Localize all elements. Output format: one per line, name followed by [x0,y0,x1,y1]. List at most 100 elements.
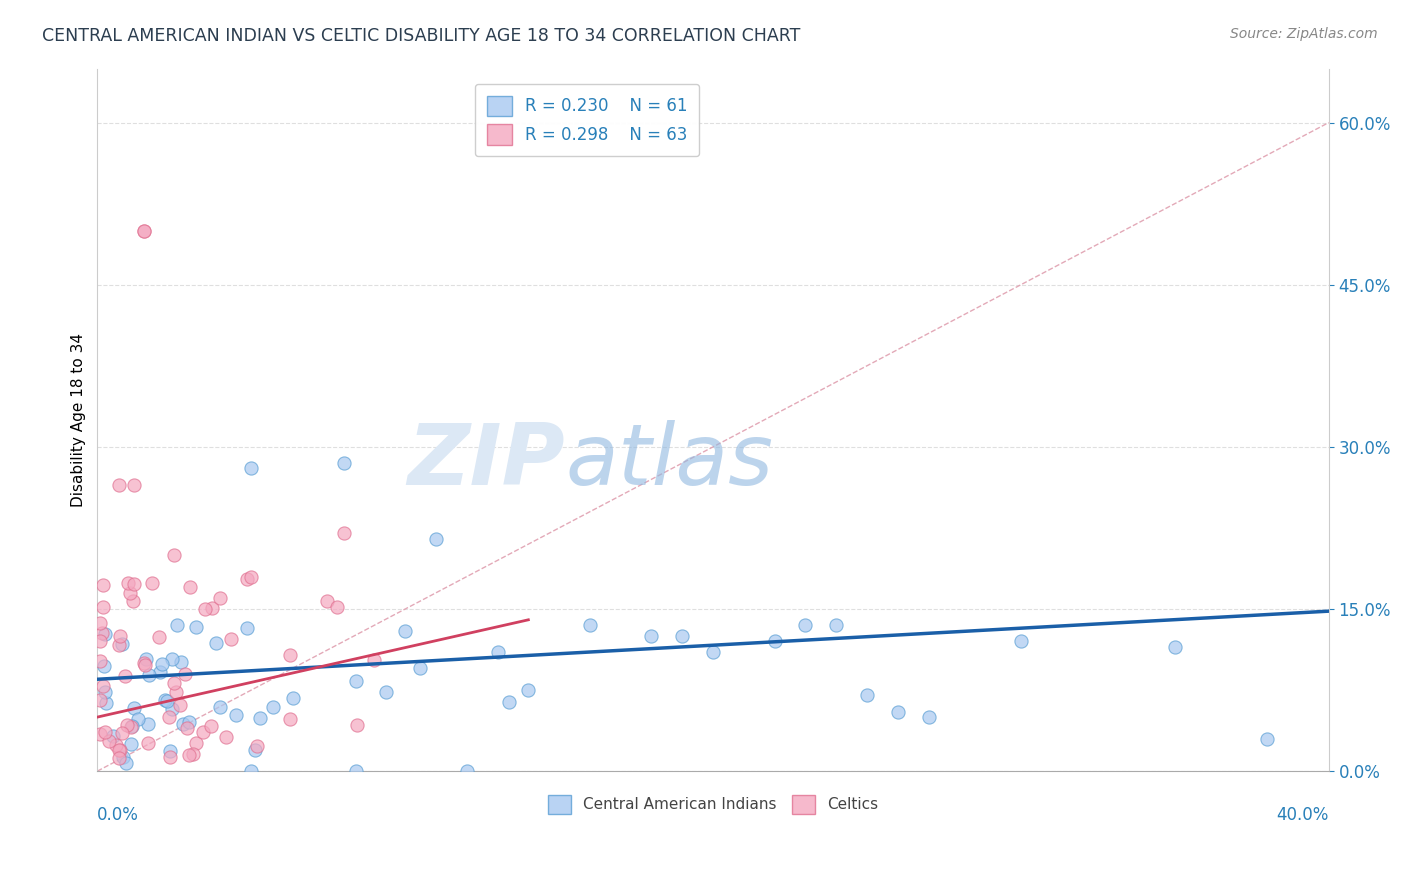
Point [215,730,238,744]
Point [108,751,131,765]
Point [93,679,115,693]
Point [112,750,135,764]
Point [108,629,131,643]
Point [108,743,131,757]
Point [209,591,232,606]
Point [283,690,305,705]
Legend: Central American Indians, Celtics: Central American Indians, Celtics [541,789,884,820]
Point [186,619,208,633]
Point [132,656,155,670]
Point [111,637,134,651]
Point [122,594,145,608]
Point [159,750,181,764]
Point [344,674,367,689]
Point [169,655,191,669]
Point [162,701,184,715]
Point [326,599,349,614]
Point [132,224,155,238]
Point [315,594,337,608]
Point [94,696,117,710]
Point [89,693,111,707]
Point [177,714,200,729]
Point [280,712,302,726]
Point [763,634,786,648]
Point [115,718,138,732]
Text: 40.0%: 40.0% [1277,806,1329,824]
Point [243,743,266,757]
Point [363,653,385,667]
Point [1164,640,1187,654]
Point [176,721,198,735]
Point [157,710,180,724]
Point [640,629,662,643]
Point [148,665,170,679]
Point [108,477,131,491]
Point [702,645,724,659]
Text: 0.0%: 0.0% [97,806,139,824]
Point [236,573,259,587]
Point [181,747,204,761]
Point [174,667,197,681]
Point [127,712,149,726]
Point [111,726,134,740]
Point [200,719,222,733]
Point [169,698,191,712]
Point [205,636,228,650]
Text: ZIP: ZIP [408,420,565,503]
Point [236,621,259,635]
Point [1010,634,1032,648]
Point [89,633,111,648]
Point [91,625,114,640]
Point [121,719,143,733]
Point [201,600,224,615]
Point [456,764,478,779]
Point [332,456,354,470]
Point [208,700,231,714]
Point [191,725,214,739]
Point [124,477,146,491]
Point [332,526,354,541]
Text: atlas: atlas [565,420,773,503]
Point [856,689,879,703]
Point [136,717,159,731]
Point [486,645,509,659]
Point [517,683,540,698]
Point [1256,731,1278,746]
Point [825,618,848,632]
Point [177,748,200,763]
Point [134,657,156,672]
Point [163,548,186,562]
Text: CENTRAL AMERICAN INDIAN VS CELTIC DISABILITY AGE 18 TO 34 CORRELATION CHART: CENTRAL AMERICAN INDIAN VS CELTIC DISABI… [42,27,800,45]
Y-axis label: Disability Age 18 to 34: Disability Age 18 to 34 [72,333,86,507]
Point [120,737,142,751]
Point [240,461,263,475]
Point [155,692,177,706]
Point [394,624,416,638]
Point [108,743,131,757]
Point [425,532,447,546]
Point [498,695,520,709]
Point [917,710,939,724]
Point [105,738,128,752]
Point [163,676,186,690]
Point [89,727,111,741]
Point [179,580,201,594]
Point [89,616,111,631]
Point [150,657,173,671]
Point [108,638,131,652]
Point [344,764,367,778]
Point [148,630,170,644]
Point [374,685,396,699]
Point [122,701,145,715]
Point [184,736,207,750]
Point [138,668,160,682]
Point [579,618,602,632]
Point [246,739,269,753]
Point [114,756,136,770]
Point [114,668,136,682]
Point [172,717,194,731]
Point [225,708,247,723]
Point [120,586,142,600]
Point [101,729,124,743]
Point [135,652,157,666]
